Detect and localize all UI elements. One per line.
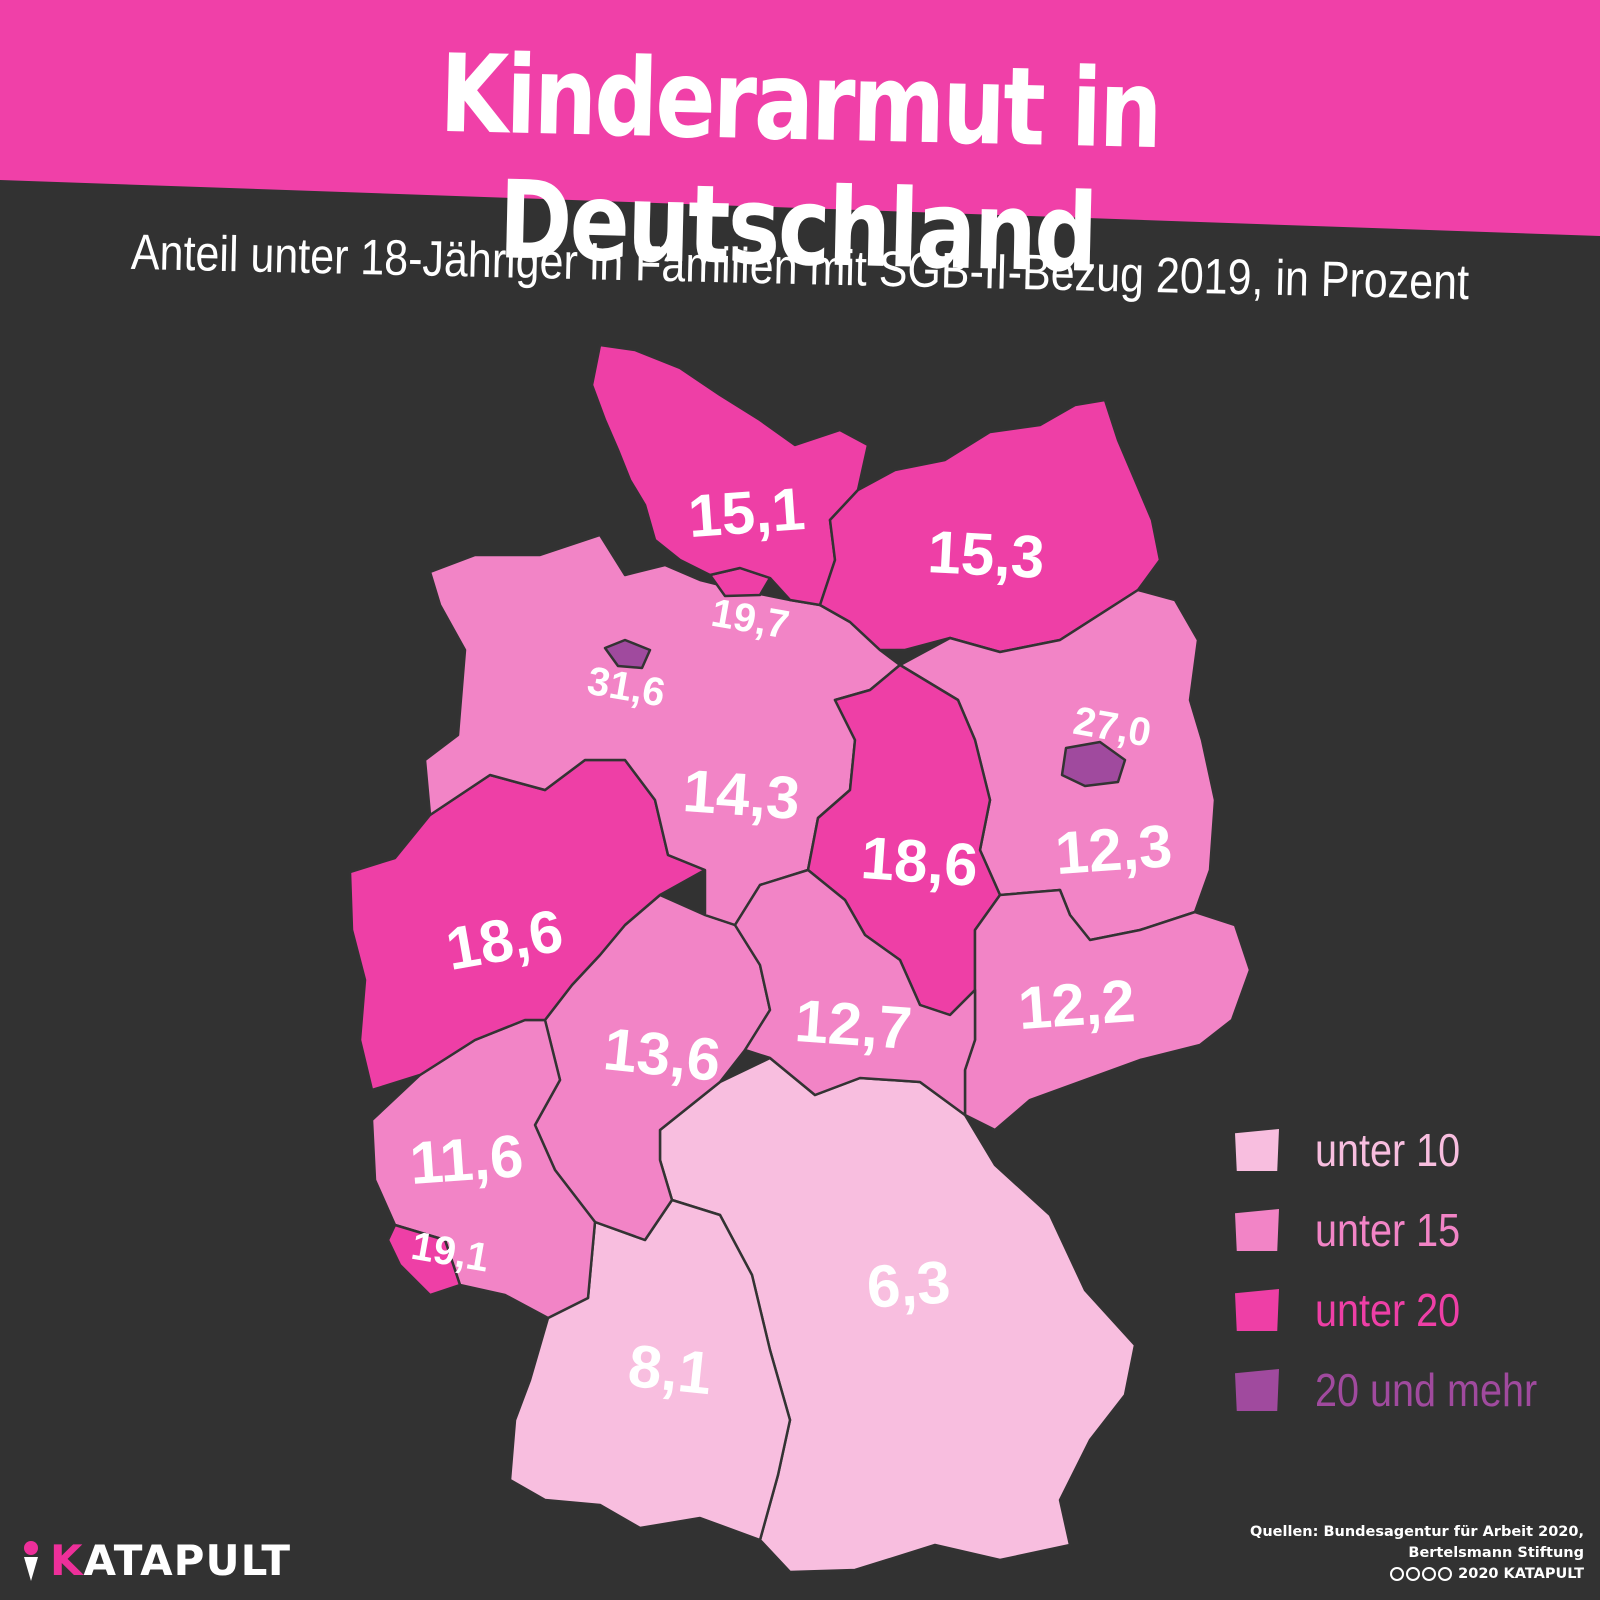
legend-label: unter 10 <box>1315 1124 1461 1176</box>
label-thueringen: 12,7 <box>793 987 914 1062</box>
title-banner <box>0 0 1600 240</box>
legend-item-unter-15: unter 15 <box>1235 1190 1573 1270</box>
creative-commons-icon <box>1388 1564 1453 1585</box>
legend-swatch <box>1235 1129 1279 1171</box>
copyright-text: 2020 KATAPULT <box>1458 1566 1584 1582</box>
region-baden-wuerttemberg[interactable] <box>508 1198 792 1542</box>
katapult-logo: KATAPULT <box>22 1536 291 1585</box>
region-schleswig-holstein[interactable] <box>590 343 870 607</box>
sources-note: Quellen: Bundesagentur für Arbeit 2020, … <box>1250 1522 1584 1585</box>
label-hessen: 13,6 <box>601 1015 724 1094</box>
region-berlin[interactable] <box>1060 740 1127 788</box>
label-rheinland-pfalz: 11,6 <box>408 1122 526 1197</box>
label-bayern: 6,3 <box>865 1248 953 1321</box>
legend-item-unter-10: unter 10 <box>1235 1110 1573 1190</box>
legend-label: 20 und mehr <box>1315 1364 1538 1416</box>
region-saarland[interactable] <box>386 1223 462 1297</box>
region-thueringen[interactable] <box>733 868 977 1117</box>
legend-item-unter-20: unter 20 <box>1235 1270 1573 1350</box>
logo-text: KATAPULT <box>50 1536 292 1585</box>
label-brandenburg: 12,3 <box>1053 812 1174 887</box>
map-legend: unter 10 unter 15 unter 20 20 und mehr <box>1235 1110 1573 1430</box>
region-bremen[interactable] <box>603 638 652 670</box>
sources-line-2: Bertelsmann Stiftung <box>1408 1545 1584 1561</box>
copyright-line: 2020 KATAPULT <box>1250 1564 1584 1585</box>
label-sachsen: 12,2 <box>1016 967 1137 1042</box>
legend-label: unter 15 <box>1315 1204 1461 1256</box>
label-niedersachsen: 14,3 <box>681 757 802 832</box>
label-schleswig-holstein: 15,1 <box>686 475 807 550</box>
sources-line-1: Quellen: Bundesagentur für Arbeit 2020, <box>1250 1524 1584 1540</box>
legend-swatch <box>1235 1289 1279 1331</box>
region-mecklenburg-vorpommern[interactable] <box>818 398 1162 654</box>
label-baden-wuerttemberg: 8,1 <box>625 1332 715 1407</box>
legend-swatch <box>1235 1209 1279 1251</box>
legend-label: unter 20 <box>1315 1284 1461 1336</box>
label-sachsen-anhalt: 18,6 <box>859 824 980 899</box>
legend-item-20-und-mehr: 20 und mehr <box>1235 1350 1573 1430</box>
legend-swatch <box>1235 1369 1279 1411</box>
logo-icon <box>24 1540 38 1581</box>
banner-shape <box>0 0 1600 236</box>
label-mecklenburg-vorpommern: 15,3 <box>926 518 1046 591</box>
